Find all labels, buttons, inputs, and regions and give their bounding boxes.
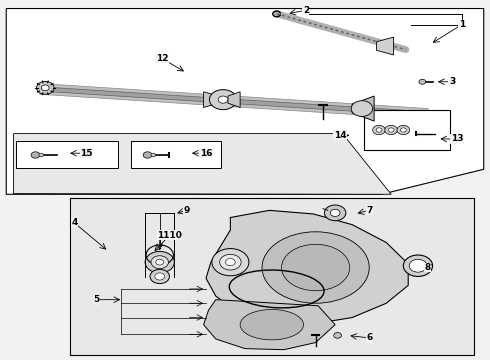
- Text: 7: 7: [366, 206, 372, 215]
- Polygon shape: [14, 134, 391, 194]
- Circle shape: [209, 90, 237, 110]
- Text: 15: 15: [80, 149, 93, 158]
- Circle shape: [225, 258, 235, 266]
- Circle shape: [151, 256, 169, 269]
- Polygon shape: [376, 37, 393, 55]
- Text: 8: 8: [424, 263, 431, 272]
- Circle shape: [334, 333, 342, 338]
- Text: 12: 12: [156, 54, 169, 63]
- Text: 16: 16: [200, 149, 212, 158]
- Polygon shape: [40, 84, 428, 119]
- Circle shape: [385, 125, 397, 135]
- Circle shape: [143, 152, 152, 158]
- Circle shape: [409, 259, 427, 272]
- Bar: [70, 198, 474, 355]
- Circle shape: [324, 205, 346, 221]
- Ellipse shape: [282, 244, 350, 291]
- Polygon shape: [228, 92, 240, 108]
- Text: 6: 6: [366, 333, 372, 342]
- Circle shape: [155, 273, 165, 280]
- Circle shape: [151, 153, 156, 157]
- Circle shape: [41, 85, 49, 91]
- Circle shape: [397, 125, 410, 135]
- Polygon shape: [6, 9, 484, 194]
- Polygon shape: [352, 96, 374, 121]
- Bar: [365, 111, 450, 150]
- Polygon shape: [206, 210, 408, 325]
- Circle shape: [419, 79, 426, 84]
- Text: 3: 3: [449, 77, 455, 86]
- Polygon shape: [40, 87, 428, 116]
- Bar: [130, 141, 220, 168]
- Text: 1110: 1110: [157, 231, 182, 240]
- Circle shape: [218, 96, 228, 103]
- Polygon shape: [203, 300, 335, 350]
- Circle shape: [150, 269, 170, 284]
- Circle shape: [156, 259, 164, 265]
- Text: 9: 9: [183, 206, 190, 215]
- Circle shape: [212, 249, 249, 276]
- Ellipse shape: [262, 232, 369, 303]
- Text: 14: 14: [334, 131, 346, 140]
- Circle shape: [145, 251, 174, 273]
- Circle shape: [400, 128, 406, 132]
- Text: 1: 1: [459, 20, 465, 29]
- Text: 2: 2: [303, 6, 309, 15]
- Text: 13: 13: [451, 134, 463, 143]
- Circle shape: [39, 153, 44, 157]
- Text: 4: 4: [71, 219, 77, 228]
- Circle shape: [31, 152, 40, 158]
- Circle shape: [220, 254, 241, 270]
- Circle shape: [330, 209, 340, 216]
- Text: 5: 5: [93, 295, 99, 304]
- Circle shape: [36, 81, 54, 94]
- Bar: [16, 141, 118, 168]
- Ellipse shape: [240, 310, 303, 340]
- Circle shape: [351, 101, 373, 116]
- Circle shape: [376, 128, 382, 132]
- Polygon shape: [203, 92, 218, 108]
- Circle shape: [373, 125, 385, 135]
- Circle shape: [388, 128, 394, 132]
- Circle shape: [403, 255, 433, 276]
